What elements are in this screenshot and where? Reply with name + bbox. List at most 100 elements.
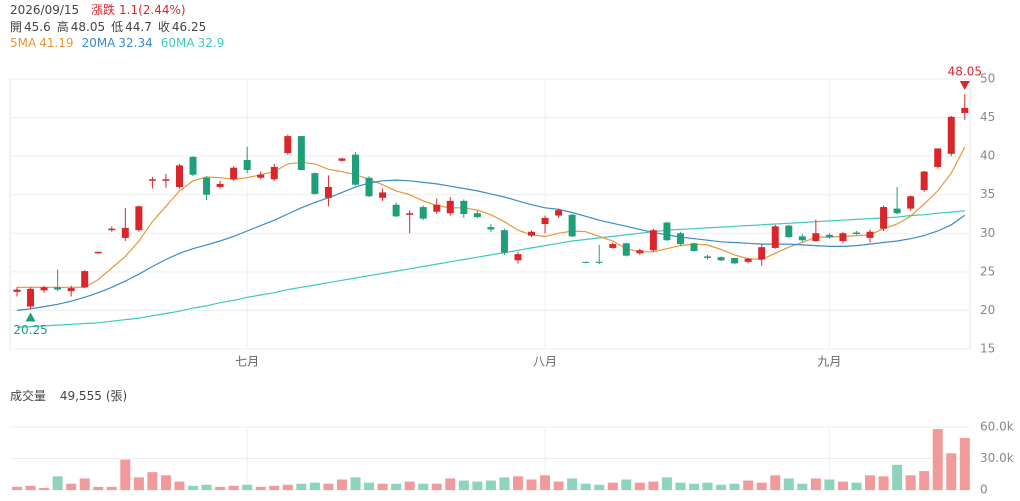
candle-body <box>243 160 251 171</box>
volume-bar <box>499 477 510 490</box>
quote-label: 高 <box>56 20 69 34</box>
volume-bar <box>404 481 415 490</box>
legend-name: 60MA <box>160 36 195 50</box>
candle-body <box>284 136 292 154</box>
volume-bar <box>702 482 713 490</box>
volume-bar <box>133 477 144 490</box>
candle-body <box>121 227 129 238</box>
volume-bar <box>255 486 266 490</box>
volume-bar <box>743 480 754 490</box>
volume-bar <box>25 485 36 490</box>
candle-body <box>961 107 969 113</box>
candle-body <box>825 234 833 238</box>
candle-body <box>324 187 332 198</box>
candle-body <box>866 231 874 238</box>
ma-line <box>16 210 965 328</box>
volume-bar <box>485 480 496 490</box>
volume-bar <box>242 484 253 490</box>
candle-body <box>216 183 224 187</box>
candle-body <box>203 177 211 195</box>
candle-body <box>852 232 860 235</box>
candle-body <box>609 244 617 248</box>
candle-body <box>487 227 495 230</box>
volume-bar <box>93 486 104 490</box>
candle-body <box>365 177 373 197</box>
quote-value: 44.7 <box>125 20 152 34</box>
volume-bar <box>661 477 672 490</box>
volume-bar <box>567 478 578 490</box>
volume-bar <box>810 478 821 490</box>
candle-body <box>663 222 671 241</box>
candle-body <box>595 261 603 263</box>
quote-label: 開 <box>10 20 23 34</box>
volume-header: 成交量 49,555 (張) <box>10 389 131 403</box>
volume-bar <box>174 481 185 490</box>
y-tick-label: 60.0k <box>980 420 1014 434</box>
y-tick-label: 0 <box>980 483 988 497</box>
volume-bar <box>445 478 456 490</box>
volume-bar <box>66 483 77 490</box>
ma-line <box>17 146 966 288</box>
volume-bar <box>39 487 50 490</box>
min-marker <box>25 312 36 322</box>
volume-bar <box>959 437 970 490</box>
change: 1.1(2.44%) <box>119 3 186 17</box>
quote-value: 46.25 <box>171 20 207 34</box>
volume-bar <box>282 484 293 490</box>
candle-body <box>379 192 387 198</box>
candle-body <box>433 204 441 212</box>
candle-body <box>13 289 21 292</box>
candle-body <box>636 250 644 254</box>
volume-bar <box>905 475 916 490</box>
candle-body <box>175 165 183 187</box>
candle-body <box>839 233 847 241</box>
candle-body <box>67 288 75 292</box>
x-tick-label: 八月 <box>533 355 557 369</box>
volume-unit: (張) <box>105 389 128 403</box>
volume-current: 49,555 <box>59 389 102 403</box>
volume-bar <box>553 481 564 490</box>
candle-body <box>270 166 278 180</box>
volume-bar <box>783 478 794 490</box>
x-tick-label: 七月 <box>235 355 259 369</box>
y-tick-label: 15 <box>980 342 995 356</box>
volume-bar <box>634 482 645 490</box>
candle-body <box>893 208 901 214</box>
volume-bar <box>797 483 808 490</box>
volume-bar <box>188 485 199 490</box>
volume-bar <box>824 479 835 490</box>
volume-bar <box>296 483 307 490</box>
candle-body <box>27 288 35 307</box>
candle-body <box>555 210 563 216</box>
candle-body <box>311 173 319 194</box>
candle-body <box>392 204 400 217</box>
candle-body <box>771 226 779 248</box>
candle-body <box>54 287 62 290</box>
volume-bar <box>160 475 171 490</box>
y-tick-label: 30.0k <box>980 451 1014 465</box>
quote-line: 開 45.6 高 48.05 低 44.7 收 46.25 <box>10 20 212 34</box>
volume-bar <box>458 480 469 490</box>
candle-body <box>406 213 414 215</box>
y-tick-label: 20 <box>980 303 995 317</box>
volume-bar <box>512 476 523 490</box>
legend-value: 32.9 <box>197 36 225 50</box>
candle-body <box>907 196 915 209</box>
max-label: 48.05 <box>948 65 982 79</box>
volume-bar <box>350 477 361 490</box>
candle-body <box>920 171 928 191</box>
y-tick-label: 40 <box>980 149 995 163</box>
candle-body <box>473 213 481 218</box>
candle-body <box>514 254 522 261</box>
volume-bar <box>526 479 537 490</box>
candle-body <box>568 214 576 237</box>
ma-line <box>16 179 966 311</box>
candle-body <box>758 247 766 260</box>
volume-bar <box>540 475 551 490</box>
quote-label: 收 <box>157 20 170 34</box>
volume-bar <box>621 479 632 490</box>
quote-value: 45.6 <box>24 20 51 34</box>
volume-bar <box>837 481 848 490</box>
candle-body <box>297 136 305 171</box>
